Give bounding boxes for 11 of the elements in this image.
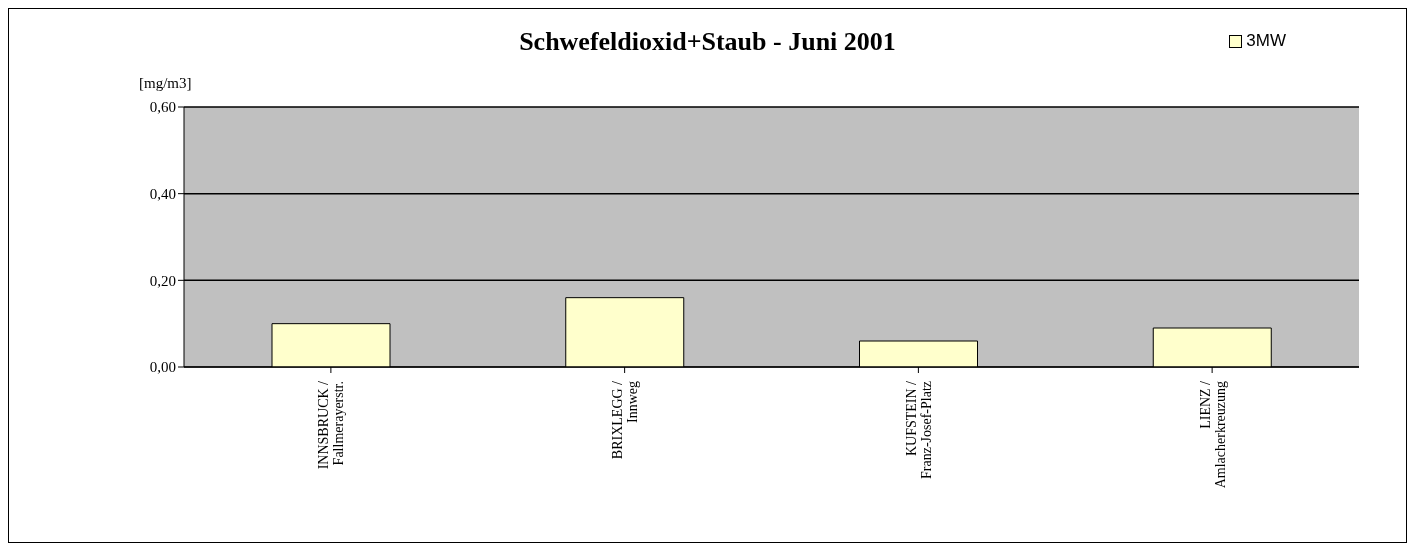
y-axis-title: [mg/m3] — [139, 75, 192, 92]
x-tick-label: BRIXLEGG / Innweg — [610, 380, 641, 460]
y-tick-label: 0,00 — [149, 359, 176, 376]
x-tick-label: KUFSTEIN / Franz-Josef-Platz — [903, 380, 934, 479]
y-tick-label: 0,40 — [149, 185, 176, 202]
y-tick-label: 0,20 — [149, 272, 176, 289]
y-tick-label: 0,60 — [149, 99, 176, 116]
x-tick-label: LIENZ / Amlacherkreuzung — [1197, 380, 1228, 489]
x-tick-label: INNSBRUCK / Fallmerayerstr. — [316, 380, 347, 470]
legend-label: 3MW — [1246, 31, 1286, 51]
chart-title: Schwefeldioxid+Staub - Juni 2001 — [519, 27, 896, 56]
